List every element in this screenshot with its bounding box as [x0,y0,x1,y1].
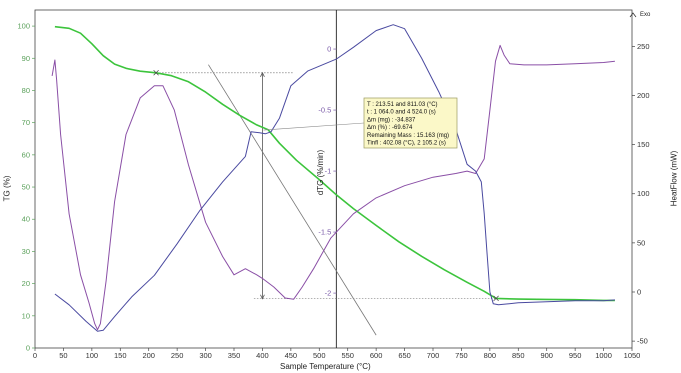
inflection-tangent-line [208,64,377,336]
x-tick-label-12: 600 [370,351,383,360]
heatflow-tick-label-6: 250 [637,42,650,51]
x-tick-label-21: 1050 [624,351,641,360]
dtg-axis-title: dTG (%/min) [316,149,326,196]
tg-marker-1 [493,295,499,302]
heatflow-tick-label-3: 100 [637,189,650,198]
x-tick-label-14: 700 [427,351,440,360]
x-tick-label-19: 950 [569,351,582,360]
x-tick-label-16: 800 [484,351,497,360]
x-tick-label-4: 200 [142,351,155,360]
dtg-tick-label-1: -0.5 [318,106,331,115]
exo-label: Exo [640,12,651,18]
annotation-leader-line [263,122,365,131]
series-heatflow-line [54,24,615,332]
heatflow-tick-label-4: 150 [637,140,650,149]
annotation-line-1: t : 1 064.0 and 4 524.0 (s) [367,110,436,116]
tg-tick-label-5: 50 [22,183,30,192]
tg-tick-label-10: 100 [17,22,30,31]
dtg-tick-label-4: -2 [325,289,332,298]
tg-tick-label-9: 90 [22,54,30,63]
tg-tick-label-4: 40 [22,215,30,224]
mass-loss-arrow-up-icon [260,71,265,77]
tg-tick-label-0: 0 [26,344,30,353]
heatflow-tick-label-2: 50 [637,238,645,247]
x-tick-label-11: 550 [341,351,354,360]
heatflow-tick-label-1: 0 [637,287,641,296]
plot-frame [34,9,633,349]
series-dtg-line [51,44,615,331]
x-tick-label-2: 100 [86,351,99,360]
dtg-tick-label-0: 0 [327,45,331,54]
mass-loss-arrow-down-icon [260,294,265,300]
annotation-line-3: Δm (%) : -69.674 [367,125,413,131]
x-tick-label-3: 150 [114,351,127,360]
tg-tick-label-1: 10 [22,311,30,320]
x-tick-label-5: 250 [171,351,184,360]
heatflow-tick-label-0: -50 [637,337,648,346]
x-tick-label-9: 450 [285,351,298,360]
x-tick-label-20: 1000 [595,351,612,360]
x-axis-title: Sample Temperature (°C) [280,362,371,371]
dtg-tick-label-3: -1.5 [318,228,331,237]
tg-marker-0 [153,70,159,76]
tg-tick-label-8: 80 [22,86,30,95]
x-tick-label-18: 900 [540,351,553,360]
annotation-line-0: T : 213.51 and 811.03 (°C) [367,102,438,108]
annotation-line-5: Tinfl : 402.08 (°C), 2 105.2 (s) [367,141,446,147]
x-tick-label-0: 0 [33,351,37,360]
x-tick-label-1: 50 [59,351,67,360]
tg-tick-label-3: 30 [22,247,30,256]
x-tick-label-13: 650 [398,351,411,360]
exo-arrow-icon [629,12,637,18]
annotation-line-2: Δm (mg) : -34.837 [367,117,416,123]
tg-tick-label-7: 70 [22,118,30,127]
dtg-tick-label-2: -1 [325,167,332,176]
x-tick-label-17: 850 [512,351,525,360]
tg-axis-title: TG (%) [2,175,12,202]
x-tick-label-6: 300 [199,351,212,360]
series-tg-line [54,25,615,302]
tg-tick-label-6: 60 [22,150,30,159]
heatflow-tick-label-5: 200 [637,91,650,100]
x-tick-label-10: 500 [313,351,326,360]
tg-tick-label-2: 20 [22,279,30,288]
x-tick-label-7: 350 [228,351,241,360]
annotation-line-4: Remaining Mass : 15.163 (mg) [367,133,449,139]
x-tick-label-15: 750 [455,351,468,360]
annotation-box [363,97,458,149]
heatflow-axis-title: HeatFlow (mW) [669,150,679,207]
x-tick-label-8: 400 [256,351,269,360]
